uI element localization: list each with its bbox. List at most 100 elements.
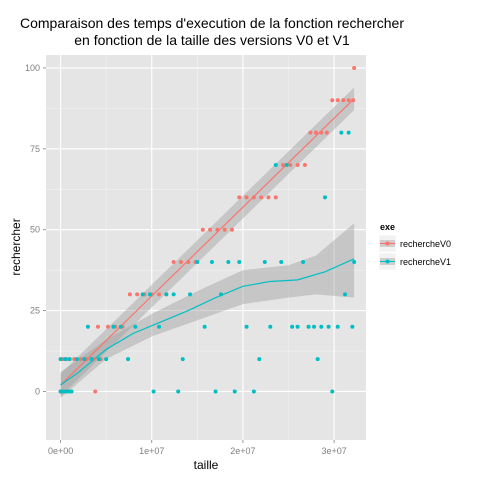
point-rechercheV1: [219, 292, 224, 297]
point-rechercheV1: [82, 357, 87, 362]
point-rechercheV0: [171, 260, 176, 265]
point-rechercheV1: [326, 324, 331, 329]
point-rechercheV0: [157, 292, 162, 297]
legend-key-point: [385, 259, 390, 264]
point-rechercheV1: [85, 324, 90, 329]
point-rechercheV0: [135, 292, 140, 297]
data-points: [58, 65, 357, 394]
legend-title: exe: [380, 222, 395, 232]
x-tick-label: 2e+07: [230, 446, 255, 456]
y-tick-label: 0: [35, 386, 40, 396]
fit-line-rechercheV1: [60, 258, 355, 386]
point-rechercheV1: [164, 292, 169, 297]
point-rechercheV1: [180, 357, 185, 362]
legend-label-rechercheV1: rechercheV1: [400, 257, 451, 267]
point-rechercheV1: [290, 324, 295, 329]
point-rechercheV1: [171, 292, 176, 297]
point-rechercheV1: [232, 389, 237, 394]
point-rechercheV1: [69, 389, 74, 394]
point-rechercheV0: [341, 98, 346, 103]
point-rechercheV1: [58, 389, 63, 394]
point-rechercheV0: [222, 227, 227, 232]
point-rechercheV1: [61, 389, 66, 394]
point-rechercheV0: [95, 324, 100, 329]
point-rechercheV1: [350, 324, 355, 329]
point-rechercheV1: [126, 357, 131, 362]
point-rechercheV1: [104, 357, 109, 362]
y-axis-ticks: 0 25 50 75 100: [25, 63, 46, 396]
point-rechercheV1: [306, 324, 311, 329]
y-axis-title: rechercher: [9, 218, 23, 275]
point-rechercheV1: [147, 292, 152, 297]
x-tick-label: 0e+00: [48, 446, 73, 456]
point-rechercheV1: [330, 389, 335, 394]
point-rechercheV1: [273, 163, 278, 167]
point-rechercheV1: [96, 357, 101, 362]
point-rechercheV0: [251, 195, 256, 200]
point-rechercheV1: [213, 389, 218, 394]
point-rechercheV1: [89, 357, 94, 362]
point-rechercheV1: [188, 292, 193, 297]
fit-lines: [60, 98, 355, 386]
point-rechercheV0: [308, 130, 313, 135]
point-rechercheV0: [324, 130, 329, 135]
point-rechercheV1: [244, 324, 249, 329]
point-rechercheV1: [343, 292, 348, 297]
point-rechercheV1: [226, 260, 231, 265]
point-rechercheV0: [237, 195, 242, 200]
x-tick-label: 1e+07: [139, 446, 164, 456]
point-rechercheV1: [284, 163, 289, 167]
point-rechercheV1: [262, 260, 267, 265]
point-rechercheV0: [330, 98, 335, 103]
plot-panel: [46, 55, 366, 440]
point-rechercheV1: [322, 195, 327, 200]
point-rechercheV1: [118, 324, 123, 329]
point-rechercheV1: [74, 357, 79, 362]
point-rechercheV1: [301, 260, 306, 265]
y-tick-label: 25: [30, 306, 40, 316]
point-rechercheV0: [266, 195, 271, 200]
chart-title-line2: en fonction de la taille des versions V0…: [74, 32, 350, 48]
point-rechercheV0: [72, 357, 77, 362]
point-rechercheV1: [257, 357, 262, 362]
y-tick-label: 50: [30, 225, 40, 235]
point-rechercheV1: [67, 357, 72, 362]
chart-title-line1: Comparaison des temps d'execution de la …: [20, 15, 404, 31]
point-rechercheV0: [288, 163, 293, 167]
point-rechercheV0: [273, 195, 278, 200]
point-rechercheV0: [302, 163, 307, 167]
point-rechercheV1: [312, 324, 317, 329]
point-rechercheV1: [195, 260, 200, 265]
point-rechercheV1: [63, 357, 68, 362]
point-rechercheV1: [352, 260, 357, 265]
point-rechercheV1: [151, 389, 156, 394]
point-rechercheV0: [319, 130, 324, 135]
point-rechercheV0: [215, 227, 220, 232]
point-rechercheV0: [346, 98, 351, 103]
point-rechercheV0: [244, 195, 249, 200]
point-rechercheV1: [140, 292, 145, 297]
point-rechercheV1: [268, 324, 273, 329]
point-rechercheV0: [351, 98, 356, 103]
point-rechercheV0: [313, 130, 318, 135]
fit-line-rechercheV0: [60, 98, 355, 386]
grid-lines: [46, 55, 366, 440]
point-rechercheV1: [64, 389, 69, 394]
legend-label-rechercheV0: rechercheV0: [400, 239, 451, 249]
point-rechercheV0: [78, 357, 83, 362]
x-axis-title: taille: [194, 458, 219, 472]
point-rechercheV1: [111, 324, 116, 329]
point-rechercheV0: [85, 357, 90, 362]
point-rechercheV1: [251, 389, 256, 394]
point-rechercheV0: [281, 163, 286, 167]
point-rechercheV0: [200, 227, 205, 232]
legend-key-point: [385, 241, 390, 246]
point-rechercheV1: [58, 357, 63, 362]
point-rechercheV0: [295, 163, 300, 167]
x-axis-ticks: 0e+00 1e+07 2e+07 3e+07: [48, 440, 347, 456]
point-rechercheV0: [127, 292, 132, 297]
point-rechercheV0: [178, 260, 183, 265]
point-rechercheV1: [295, 324, 300, 329]
band-rechercheV1: [60, 223, 355, 398]
